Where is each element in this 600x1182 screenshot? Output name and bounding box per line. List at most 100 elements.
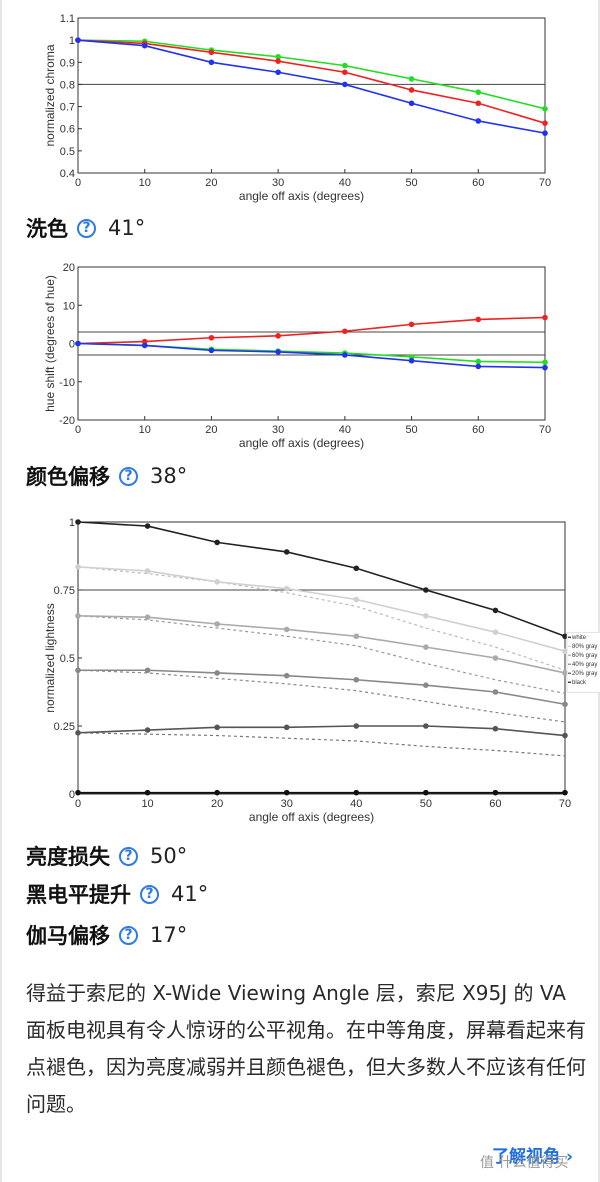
legend-entry: 60% gray bbox=[572, 653, 597, 659]
data-point bbox=[141, 338, 148, 345]
data-point bbox=[144, 523, 151, 529]
chroma-chart-svg: 0 10 20 30 40 50 60 70 0.4 0.5 0.6 0.7 0.8 0.9 1 1.1 ang… bbox=[43, 13, 551, 203]
data-point bbox=[542, 105, 548, 112]
x-tick-label: 50 bbox=[420, 798, 432, 810]
help-circle-icon[interactable]: ? bbox=[119, 925, 138, 945]
data-point bbox=[214, 579, 220, 585]
y-tick-label: 0.25 bbox=[54, 721, 75, 733]
series-line bbox=[77, 39, 546, 124]
data-point bbox=[283, 789, 290, 796]
series-line bbox=[77, 342, 546, 369]
metric-value: 38° bbox=[150, 464, 188, 488]
y-tick-label: 0 bbox=[69, 789, 75, 801]
y-tick-label: 0.6 bbox=[60, 124, 75, 136]
lightness-chart: 0 10 20 30 40 50 60 70 0 0.25 0.5 0.75 1 angle off ax… bbox=[0, 505, 600, 835]
x-axis-label: angle off axis (degrees) bbox=[239, 436, 364, 450]
x-tick-label: 70 bbox=[539, 177, 551, 189]
data-point bbox=[353, 676, 360, 683]
data-point bbox=[542, 120, 548, 126]
data-point bbox=[275, 349, 281, 355]
data-point bbox=[208, 59, 215, 66]
metric-label: 洗色 bbox=[26, 217, 68, 241]
metric-value: 17° bbox=[150, 923, 188, 947]
help-circle-icon[interactable]: ? bbox=[119, 846, 138, 866]
data-point bbox=[283, 626, 290, 633]
x-tick-label: 30 bbox=[272, 424, 284, 436]
metric-label: 亮度损失 bbox=[26, 845, 110, 869]
y-tick-label: 20 bbox=[63, 262, 75, 274]
data-point bbox=[408, 87, 415, 93]
data-point bbox=[144, 727, 151, 733]
help-circle-icon[interactable]: ? bbox=[77, 218, 96, 238]
data-point bbox=[423, 789, 429, 796]
x-tick-label: 50 bbox=[405, 177, 417, 189]
data-point bbox=[423, 644, 429, 650]
data-point bbox=[275, 58, 281, 64]
data-point bbox=[542, 130, 548, 136]
data-point bbox=[144, 614, 151, 620]
data-point bbox=[408, 321, 415, 328]
data-point bbox=[492, 725, 499, 732]
chevron-right-icon: › bbox=[566, 1147, 574, 1167]
data-point bbox=[275, 69, 281, 76]
legend-entry: black bbox=[572, 680, 587, 686]
x-tick-label: 0 bbox=[75, 798, 81, 810]
y-tick-label: 0.75 bbox=[54, 585, 75, 597]
viewing-angle-description: 得益于索尼的 X-Wide Viewing Angle 层，索尼 X95J 的 … bbox=[26, 981, 586, 1116]
metric-brightness-loss: 亮度损失 ? 50° bbox=[26, 840, 187, 872]
x-tick-label: 50 bbox=[405, 424, 417, 436]
data-point bbox=[492, 789, 499, 796]
series-line bbox=[77, 39, 546, 110]
help-circle-icon[interactable]: ? bbox=[119, 466, 138, 486]
y-tick-label: -20 bbox=[59, 415, 75, 427]
legend-box bbox=[566, 631, 600, 693]
data-point bbox=[214, 789, 220, 796]
series-line bbox=[77, 566, 566, 652]
x-tick-label: 20 bbox=[205, 177, 217, 189]
data-point bbox=[342, 81, 348, 88]
metric-black-level-raise: 黑电平提升 ? 41° bbox=[26, 878, 208, 910]
metric-gamma-shift: 伽马偏移 ? 17° bbox=[26, 919, 187, 951]
data-point bbox=[423, 613, 429, 619]
x-tick-label: 30 bbox=[281, 798, 293, 810]
plot-area bbox=[77, 266, 546, 421]
data-point bbox=[342, 69, 348, 76]
x-axis-label: angle off axis (degrees) bbox=[249, 810, 374, 824]
x-tick-label: 10 bbox=[141, 798, 153, 810]
data-point bbox=[342, 352, 348, 358]
data-point bbox=[408, 100, 415, 107]
y-tick-label: 1.1 bbox=[60, 13, 75, 25]
x-tick-label: 60 bbox=[472, 177, 484, 189]
data-point bbox=[475, 118, 482, 124]
data-point bbox=[562, 789, 568, 796]
legend-entry: white bbox=[571, 635, 587, 641]
data-point bbox=[542, 364, 548, 371]
series-line bbox=[77, 316, 546, 345]
data-point bbox=[408, 76, 415, 82]
data-point bbox=[75, 340, 81, 347]
help-circle-icon[interactable]: ? bbox=[140, 884, 159, 904]
x-tick-label: 60 bbox=[472, 424, 484, 436]
data-point bbox=[475, 316, 482, 323]
x-tick-label: 70 bbox=[539, 424, 551, 436]
metric-color-shift: 颜色偏移 ? 38° bbox=[26, 460, 187, 492]
watermark: 值 什么值得买 bbox=[480, 1155, 569, 1171]
plot-area bbox=[77, 521, 566, 795]
series-line bbox=[77, 521, 566, 637]
x-tick-label: 40 bbox=[339, 424, 351, 436]
data-point bbox=[423, 723, 429, 729]
data-point bbox=[542, 359, 548, 366]
series-line bbox=[77, 39, 546, 134]
data-point bbox=[353, 723, 360, 729]
data-point bbox=[144, 789, 151, 796]
metric-value: 41° bbox=[108, 216, 146, 240]
data-point bbox=[75, 37, 81, 43]
data-point bbox=[492, 655, 499, 661]
data-point bbox=[423, 587, 429, 593]
learn-viewing-angle-link[interactable]: 了解视角 › bbox=[492, 1142, 573, 1167]
data-point bbox=[208, 49, 215, 56]
data-point bbox=[492, 689, 499, 695]
page-border-left bbox=[0, 0, 2, 1182]
data-point bbox=[283, 672, 290, 679]
y-tick-label: 0.5 bbox=[60, 653, 75, 665]
